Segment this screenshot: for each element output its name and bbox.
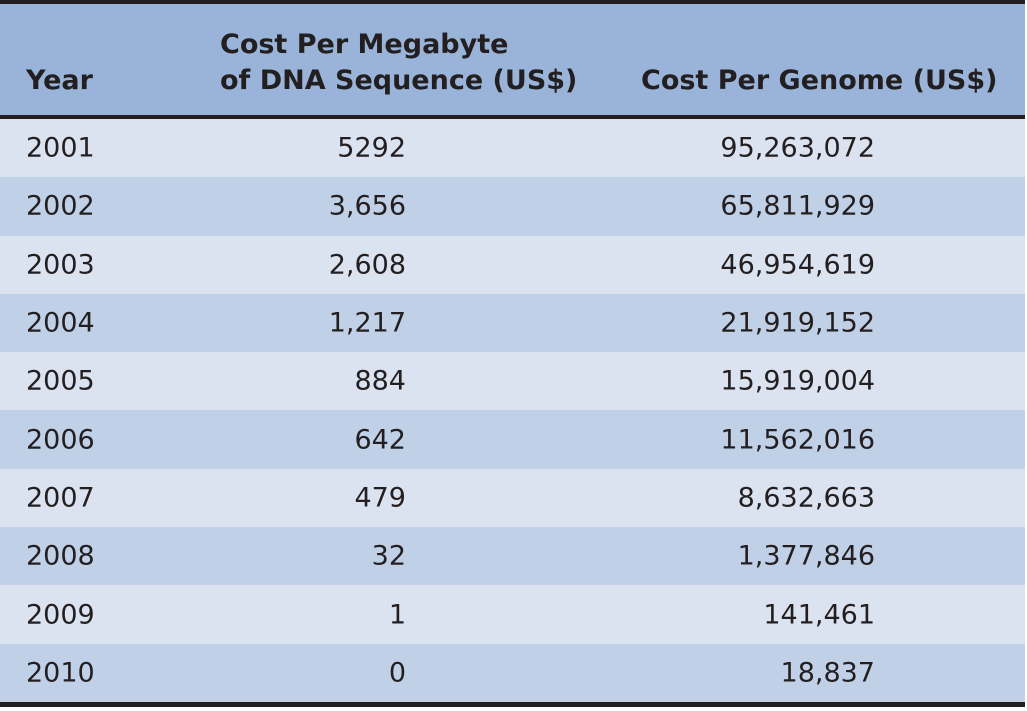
cost-per-genome-cell: 141,461: [763, 599, 875, 631]
cost-per-genome-cell: 11,562,016: [720, 424, 875, 456]
table-row: 2009 1 141,461: [0, 585, 1025, 644]
cost-per-genome-cell: 18,837: [780, 657, 875, 689]
year-cell: 2003: [26, 249, 95, 281]
table-row: 2001 5292 95,263,072: [0, 119, 1025, 178]
header-cost-mb-line2: of DNA Sequence (US$): [220, 65, 578, 96]
year-cell: 2002: [26, 190, 95, 222]
cost-per-megabyte-cell: 0: [388, 657, 406, 689]
header-year: Year: [26, 65, 93, 96]
cost-per-genome-cell: 1,377,846: [737, 540, 875, 572]
table-body: 2001 5292 95,263,072 2002 3,656 65,811,929 200…: [0, 119, 1025, 702]
cost-per-megabyte-cell: 479: [354, 482, 406, 514]
year-cell: 2004: [26, 307, 95, 339]
cost-per-megabyte-cell: 3,656: [328, 190, 406, 222]
table-row: 2006 642 11,562,016: [0, 410, 1025, 469]
cost-per-megabyte-cell: 884: [354, 365, 406, 397]
table-row: 2007 479 8,632,663: [0, 468, 1025, 528]
table-header: Year Cost Per Megabyte of DNA Sequence (…: [0, 4, 1025, 119]
header-cost-per-megabyte: Cost Per Megabyte of DNA Sequence (US$): [220, 27, 577, 99]
cost-per-genome-cell: 8,632,663: [737, 482, 875, 514]
cost-per-megabyte-cell: 1,217: [328, 307, 406, 339]
year-cell: 2010: [26, 657, 95, 689]
table-row: 2002 3,656 65,811,929: [0, 177, 1025, 236]
cost-per-megabyte-cell: 2,608: [328, 249, 406, 281]
cost-per-genome-cell: 21,919,152: [720, 307, 875, 339]
cost-per-megabyte-cell: 1: [388, 599, 406, 631]
year-cell: 2001: [26, 132, 95, 164]
cost-per-megabyte-cell: 32: [371, 540, 406, 572]
year-cell: 2008: [26, 540, 95, 572]
cost-per-genome-cell: 65,811,929: [720, 190, 875, 222]
year-cell: 2006: [26, 424, 95, 456]
header-cost-mb-line1: Cost Per Megabyte: [220, 29, 509, 60]
cost-per-megabyte-cell: 642: [354, 424, 406, 456]
table-row: 2005 884 15,919,004: [0, 352, 1025, 411]
table-row: 2010 0 18,837: [0, 643, 1025, 702]
table-row: 2004 1,217 21,919,152: [0, 293, 1025, 353]
table-row: 2008 32 1,377,846: [0, 527, 1025, 586]
year-cell: 2005: [26, 365, 95, 397]
cost-per-genome-cell: 15,919,004: [720, 365, 875, 397]
table-row: 2003 2,608 46,954,619: [0, 235, 1025, 294]
year-cell: 2009: [26, 599, 95, 631]
cost-per-megabyte-cell: 5292: [337, 132, 406, 164]
header-cost-per-genome: Cost Per Genome (US$): [641, 65, 998, 96]
cost-per-genome-cell: 46,954,619: [720, 249, 875, 281]
year-cell: 2007: [26, 482, 95, 514]
cost-per-genome-cell: 95,263,072: [720, 132, 875, 164]
